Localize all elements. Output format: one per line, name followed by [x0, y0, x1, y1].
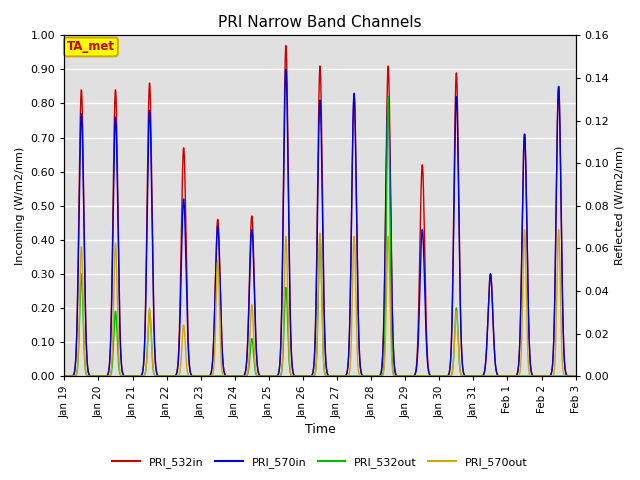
- X-axis label: Time: Time: [305, 423, 335, 436]
- Y-axis label: Incoming (W/m2/nm): Incoming (W/m2/nm): [15, 146, 25, 265]
- Legend: PRI_532in, PRI_570in, PRI_532out, PRI_570out: PRI_532in, PRI_570in, PRI_532out, PRI_57…: [108, 452, 532, 472]
- Text: TA_met: TA_met: [67, 40, 115, 53]
- Y-axis label: Reflected (W/m2/nm): Reflected (W/m2/nm): [615, 146, 625, 265]
- Title: PRI Narrow Band Channels: PRI Narrow Band Channels: [218, 15, 422, 30]
